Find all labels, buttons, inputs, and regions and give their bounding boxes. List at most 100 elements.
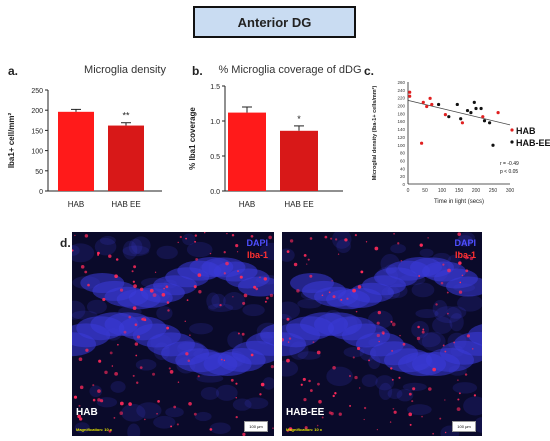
dapi-haze bbox=[86, 299, 107, 314]
iba1-cell bbox=[317, 382, 320, 386]
iba1-cell bbox=[312, 341, 315, 344]
dapi-haze bbox=[452, 382, 478, 394]
iba1-cell bbox=[87, 283, 90, 287]
iba1-cell bbox=[117, 343, 119, 346]
iba1-cell bbox=[85, 348, 89, 352]
dapi-haze bbox=[300, 289, 325, 301]
dapi-haze bbox=[457, 235, 474, 247]
iba1-cell bbox=[197, 273, 202, 277]
iba1-cell bbox=[419, 243, 423, 247]
iba1-cell bbox=[154, 271, 157, 273]
dapi-haze bbox=[325, 309, 342, 324]
dapi-haze bbox=[194, 411, 212, 422]
iba1-cell bbox=[263, 277, 268, 281]
bar bbox=[228, 112, 266, 191]
iba1-cell bbox=[442, 263, 445, 266]
iba1-cell bbox=[115, 258, 119, 261]
dapi-haze bbox=[376, 266, 399, 286]
dapi-haze bbox=[148, 284, 171, 302]
y-tick-label: 80 bbox=[400, 151, 406, 156]
iba1-cell bbox=[134, 342, 139, 346]
iba1-cell bbox=[334, 392, 337, 395]
dapi-haze bbox=[289, 341, 309, 360]
y-axis-label: Iba1+ cell/mm² bbox=[7, 112, 16, 168]
dapi-haze bbox=[244, 397, 269, 410]
dapi-haze bbox=[127, 423, 141, 436]
micrograph-texture bbox=[72, 232, 274, 436]
dapi-haze bbox=[131, 236, 151, 255]
y-tick-label: 100 bbox=[397, 143, 405, 148]
iba1-cell bbox=[144, 418, 146, 421]
y-tick-label: 0.5 bbox=[210, 154, 220, 161]
legend-iba1: Iba-1 bbox=[246, 250, 268, 260]
iba1-cell bbox=[92, 398, 96, 402]
data-point bbox=[472, 100, 476, 104]
iba1-cell bbox=[408, 412, 413, 417]
dapi-haze bbox=[198, 262, 220, 280]
data-point bbox=[459, 117, 463, 121]
iba1-cell bbox=[98, 359, 102, 363]
iba1-cell bbox=[188, 401, 192, 406]
dapi-haze bbox=[450, 345, 465, 357]
dapi-haze bbox=[447, 254, 461, 271]
dapi-haze bbox=[421, 331, 446, 352]
iba1-cell bbox=[442, 344, 445, 347]
iba1-cell bbox=[365, 241, 368, 243]
dapi-haze bbox=[411, 282, 435, 298]
iba1-cell bbox=[163, 287, 165, 290]
dapi-haze bbox=[282, 248, 295, 262]
dapi-haze bbox=[186, 241, 213, 258]
iba1-cell bbox=[393, 233, 395, 235]
iba1-cell bbox=[270, 365, 274, 369]
dapi-haze bbox=[72, 276, 100, 289]
iba1-cell bbox=[309, 274, 313, 278]
dapi-haze bbox=[122, 240, 138, 260]
micrograph-hab-ee: DAPI Iba-1 HAB-EE Magnification: 10 x 10… bbox=[282, 232, 482, 436]
dapi-haze bbox=[189, 322, 214, 335]
dapi-haze bbox=[387, 388, 403, 400]
iba1-cell bbox=[328, 291, 331, 294]
iba1-cell bbox=[253, 285, 257, 289]
iba1-cell bbox=[235, 415, 238, 419]
iba1-cell bbox=[392, 407, 395, 410]
iba1-cell bbox=[432, 432, 435, 435]
dapi-haze bbox=[282, 301, 300, 320]
iba1-cell bbox=[186, 299, 189, 301]
dapi-haze bbox=[122, 245, 150, 257]
iba1-cell bbox=[363, 418, 365, 421]
iba1-cell bbox=[184, 320, 186, 322]
iba1-cell bbox=[456, 407, 461, 412]
dapi-haze bbox=[259, 242, 274, 261]
iba1-cell bbox=[458, 261, 462, 265]
dapi-haze bbox=[94, 237, 117, 256]
dapi-haze bbox=[405, 353, 434, 371]
iba1-cell bbox=[318, 399, 322, 404]
dapi-haze bbox=[432, 252, 452, 265]
iba1-cell bbox=[187, 359, 191, 363]
iba1-cell bbox=[165, 285, 169, 289]
iba1-cell bbox=[136, 381, 139, 384]
y-tick-label: 140 bbox=[397, 127, 405, 132]
iba1-cell bbox=[302, 377, 306, 381]
significance-marker: * bbox=[297, 114, 301, 124]
iba1-cell bbox=[92, 384, 95, 387]
dapi-haze bbox=[396, 389, 414, 402]
iba1-cell bbox=[458, 290, 463, 294]
dapi-haze bbox=[182, 233, 196, 246]
iba1-cell bbox=[374, 246, 379, 251]
micrograph-texture bbox=[282, 232, 482, 436]
iba1-cell bbox=[166, 326, 170, 330]
iba1-cell bbox=[168, 367, 171, 370]
iba1-cell bbox=[193, 285, 197, 289]
y-tick-label: 40 bbox=[400, 166, 406, 171]
iba1-cell bbox=[109, 351, 113, 355]
iba1-cell bbox=[239, 275, 243, 279]
legend-marker-hab bbox=[510, 128, 514, 132]
iba1-cell bbox=[250, 353, 254, 357]
iba1-cell bbox=[296, 289, 300, 293]
iba1-cell bbox=[304, 426, 308, 430]
iba1-cell bbox=[152, 372, 156, 376]
x-category-label: HAB bbox=[68, 200, 84, 209]
dapi-haze bbox=[453, 283, 476, 292]
iba1-cell bbox=[352, 288, 356, 293]
